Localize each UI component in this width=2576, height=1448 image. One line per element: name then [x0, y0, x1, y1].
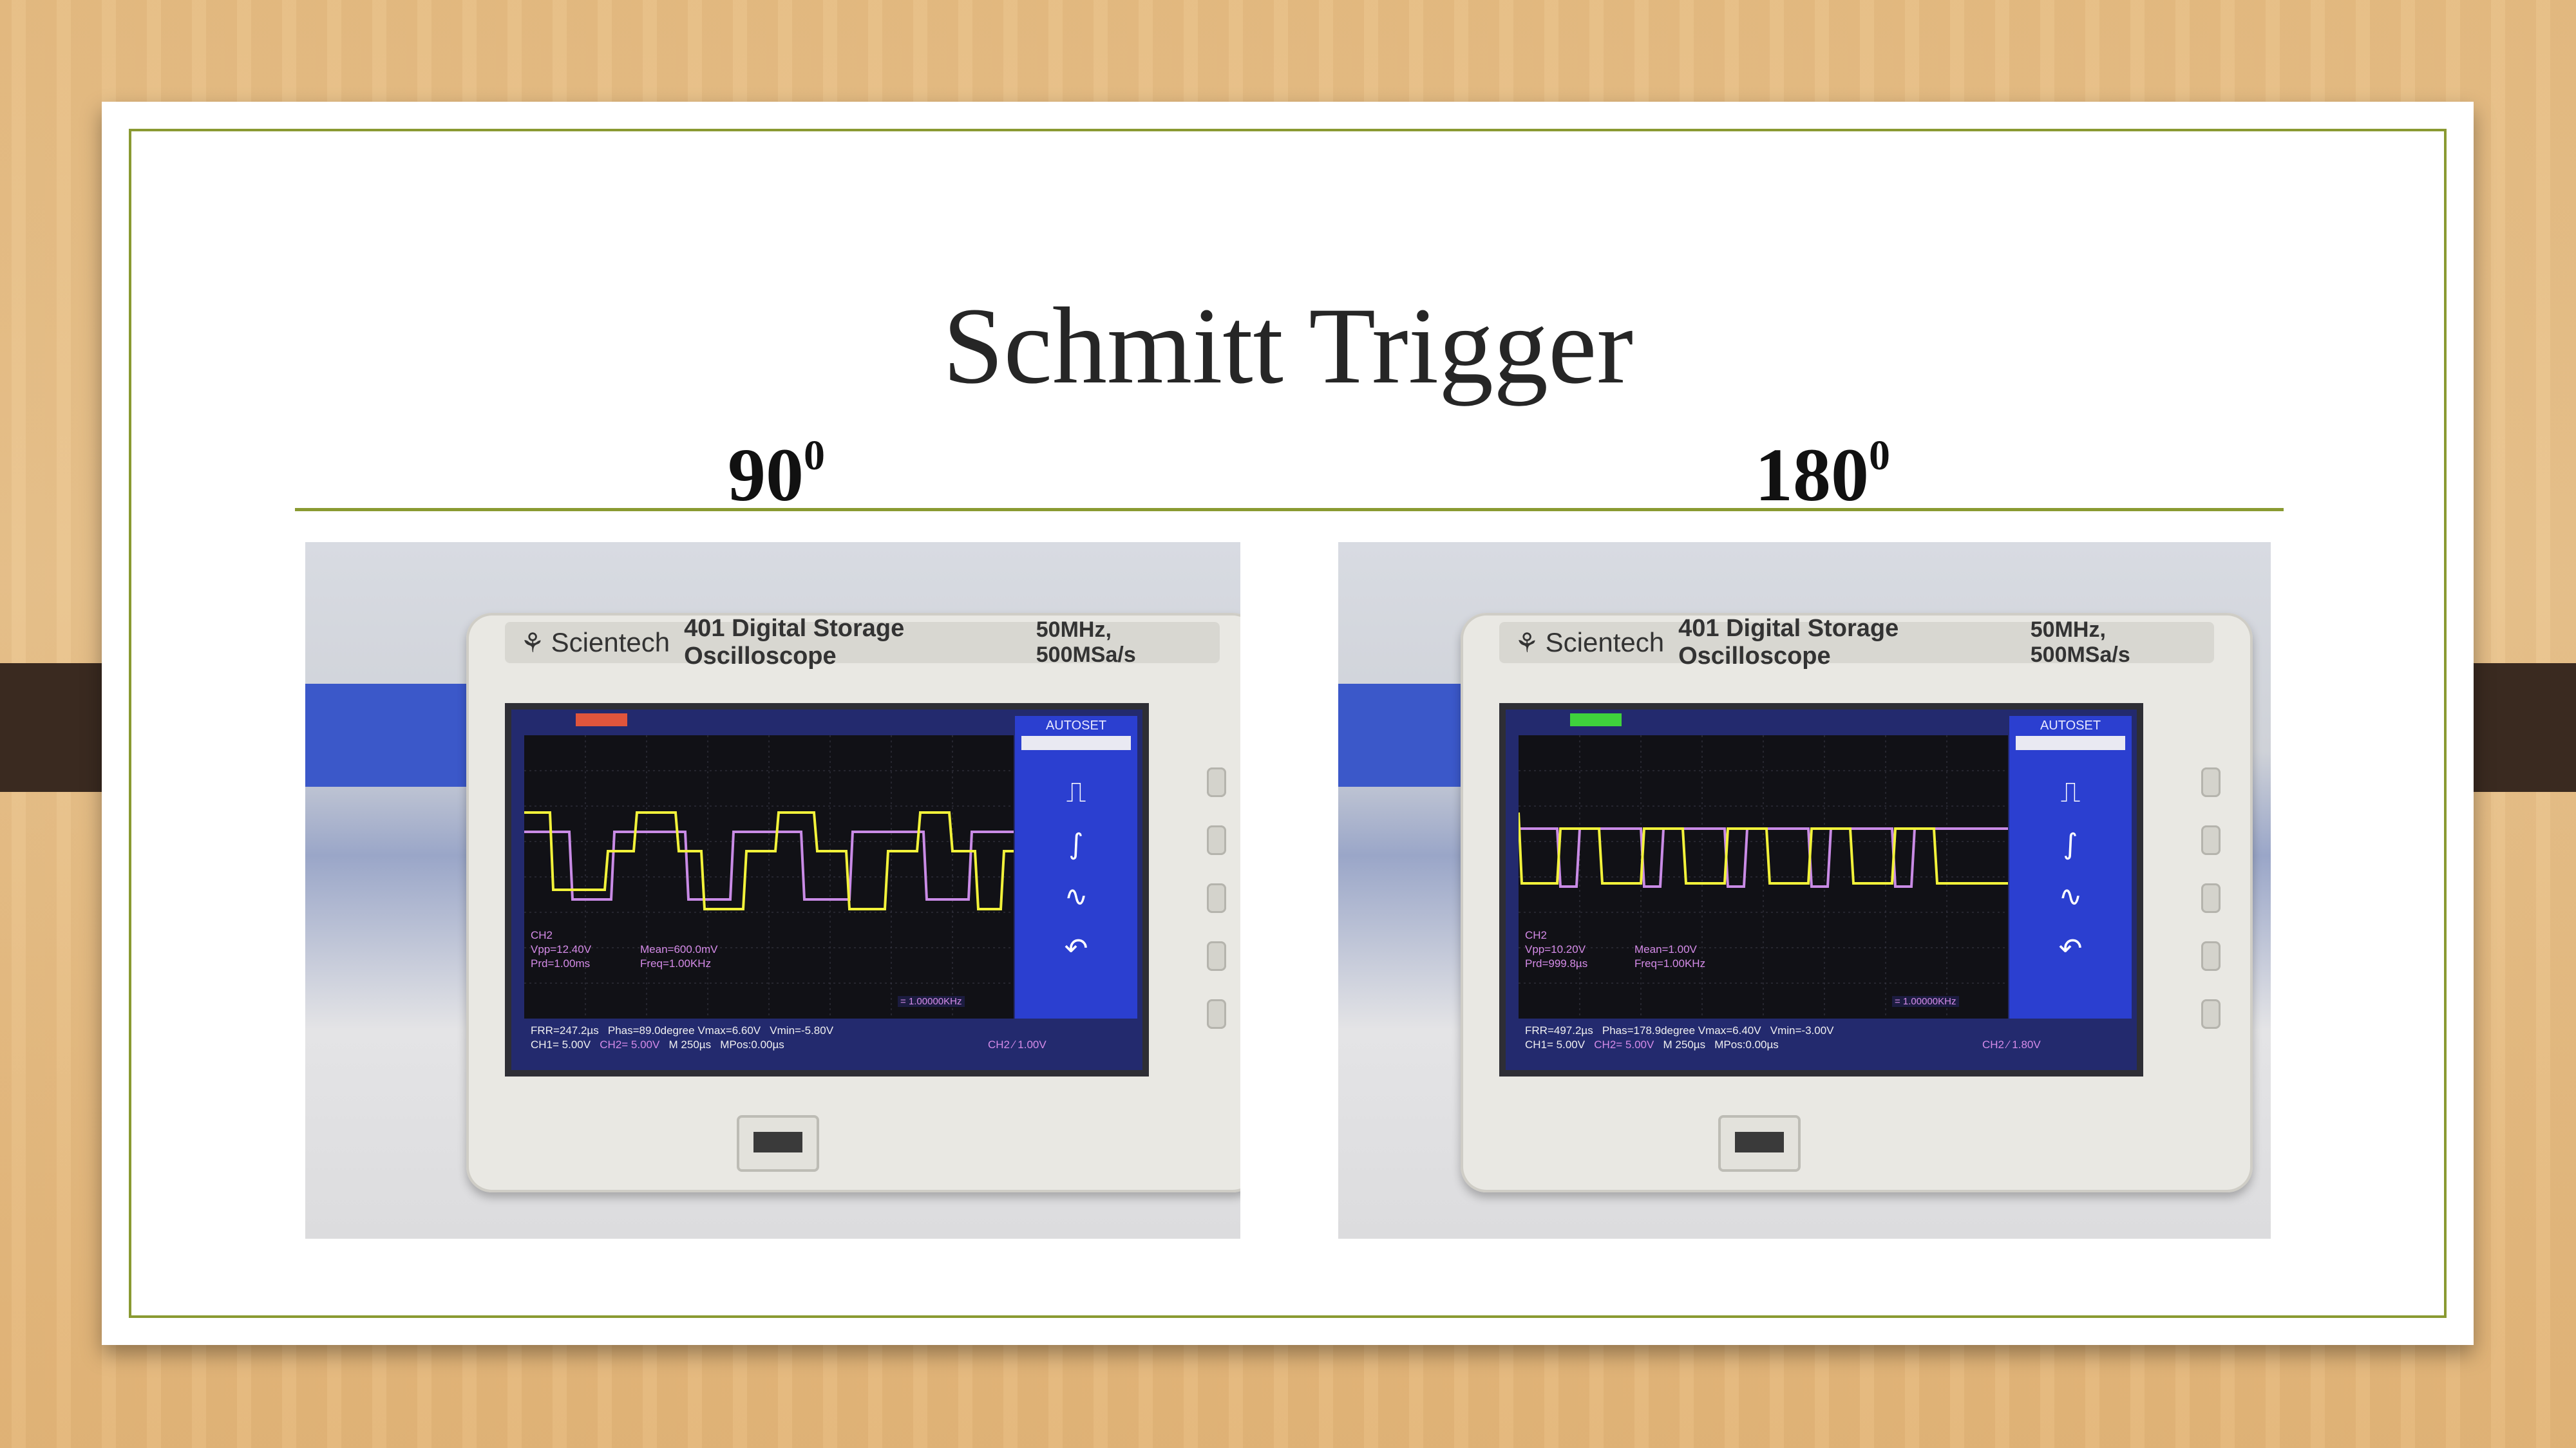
falling-edge-icon[interactable]: ∿ [1064, 880, 1088, 913]
mean-readout: Mean=600.0mV [640, 943, 718, 955]
scientech-logo-icon: ⚘ [1515, 627, 1539, 658]
purple-trace [524, 831, 1014, 901]
oscilloscope-screen: CH2 Vpp=12.40V Prd=1.00ms Mean=600.0mV F… [505, 703, 1149, 1077]
vmax-readout: Vmax=6.40V [1698, 1024, 1761, 1037]
mpos-readout: MPos:0.00µs [1714, 1039, 1779, 1051]
vpp-readout: Vpp=12.40V [531, 943, 592, 955]
model-spec: 50MHz, 500MSa/s [2030, 617, 2130, 667]
softkey-3[interactable] [1207, 883, 1226, 913]
oscilloscope-photo-90: ⚘ Scientech 401 Digital Storage Oscillos… [305, 542, 1240, 1239]
title-underline [295, 508, 2284, 511]
frr-readout: FRR=247.2µs [531, 1024, 599, 1037]
blue-bench-panel [1338, 684, 1467, 787]
softkey-5[interactable] [2201, 999, 2221, 1029]
timebase-readout: M 250µs [668, 1039, 712, 1051]
vmax-readout: Vmax=6.60V [697, 1024, 761, 1037]
blue-bench-panel [305, 684, 473, 787]
channel-label: CH2 [1525, 929, 1548, 941]
undo-icon[interactable]: ↶ [1064, 932, 1088, 965]
trigger-readout: CH2 ∕ 1.00V [988, 1039, 1046, 1051]
vmin-readout: Vmin=-3.00V [1770, 1024, 1834, 1037]
mean-readout: Mean=1.00V [1634, 943, 1697, 955]
ch2-scale: CH2= 5.00V [1594, 1039, 1654, 1051]
scientech-logo-icon: ⚘ [520, 627, 545, 658]
softkey-3[interactable] [2201, 883, 2221, 913]
menu-value-box [1021, 736, 1131, 750]
vpp-readout: Vpp=10.20V [1525, 943, 1586, 955]
waveform-plot: CH2 Vpp=10.20V Prd=999.8µs Mean=1.00V Fr… [1519, 735, 2008, 1019]
run-stop-indicator [1570, 713, 1622, 726]
yellow-trace [524, 811, 1014, 910]
oscilloscope-brand-bar: ⚘ Scientech 401 Digital Storage Oscillos… [505, 615, 1220, 670]
measurement-panel: CH2 Vpp=10.20V Prd=999.8µs [1525, 928, 1587, 971]
left-angle-value: 90 [728, 433, 804, 517]
timebase-readout: M 250µs [1663, 1039, 1706, 1051]
frr-readout: FRR=497.2µs [1525, 1024, 1593, 1037]
autoset-menu-title: AUTOSET [2040, 719, 2101, 733]
slide-frame [129, 129, 2447, 1318]
oscilloscope-brand-bar: ⚘ Scientech 401 Digital Storage Oscillos… [1499, 615, 2214, 670]
softkey-1[interactable] [2201, 767, 2221, 797]
softkey-4[interactable] [1207, 941, 1226, 971]
run-stop-indicator [576, 713, 627, 726]
ch2-scale: CH2= 5.00V [600, 1039, 660, 1051]
vmin-readout: Vmin=-5.80V [770, 1024, 834, 1037]
status-bar: FRR=497.2µs Phas=178.9degree Vmax=6.40V … [1525, 1024, 1989, 1052]
oscilloscope-photo-180: ⚘ Scientech 401 Digital Storage Oscillos… [1338, 542, 2271, 1239]
softkey-5[interactable] [1207, 999, 1226, 1029]
period-readout: Prd=999.8µs [1525, 957, 1588, 970]
softkey-2[interactable] [1207, 825, 1226, 855]
yellow-trace [1519, 812, 2008, 885]
period-readout: Prd=1.00ms [531, 957, 591, 970]
oscilloscope-body: ⚘ Scientech 401 Digital Storage Oscillos… [1461, 613, 2253, 1192]
model-name: 401 Digital Storage Oscilloscope [1678, 615, 1899, 670]
measurement-panel-right: Mean=1.00V Freq=1.00KHz [1634, 943, 1705, 971]
ch1-scale: CH1= 5.00V [531, 1039, 591, 1051]
oscilloscope-screen: CH2 Vpp=10.20V Prd=999.8µs Mean=1.00V Fr… [1499, 703, 2143, 1077]
softkey-1[interactable] [1207, 767, 1226, 797]
oscilloscope-body: ⚘ Scientech 401 Digital Storage Oscillos… [466, 613, 1240, 1192]
model-spec: 50MHz, 500MSa/s [1036, 617, 1136, 667]
autoset-menu-title: AUTOSET [1045, 719, 1107, 733]
waveform-svg [524, 735, 1014, 1019]
waveform-plot: CH2 Vpp=12.40V Prd=1.00ms Mean=600.0mV F… [524, 735, 1014, 1019]
brand-name: Scientech [551, 627, 670, 657]
undo-icon[interactable]: ↶ [2058, 932, 2083, 965]
usb-port[interactable] [1718, 1115, 1801, 1172]
status-bar: FRR=247.2µs Phas=89.0degree Vmax=6.60V V… [531, 1024, 994, 1052]
model-name: 401 Digital Storage Oscilloscope [684, 615, 905, 670]
softkey-2[interactable] [2201, 825, 2221, 855]
softkey-4[interactable] [2201, 941, 2221, 971]
right-angle-label: 1800 [1755, 431, 1890, 519]
trigger-frequency-tag: = 1.00000KHz [1892, 996, 1959, 1007]
phase-readout: Phas=178.9degree [1602, 1024, 1696, 1037]
rising-edge-icon[interactable]: ∫ [2063, 828, 2078, 861]
trigger-readout: CH2 ∕ 1.80V [1982, 1039, 2041, 1051]
brand-name: Scientech [1545, 627, 1665, 657]
freq-readout: Freq=1.00KHz [640, 957, 712, 970]
rising-edge-icon[interactable]: ∫ [1068, 828, 1084, 861]
freq-readout: Freq=1.00KHz [1634, 957, 1706, 970]
mpos-readout: MPos:0.00µs [720, 1039, 784, 1051]
ch1-scale: CH1= 5.00V [1525, 1039, 1586, 1051]
trigger-frequency-tag: = 1.00000KHz [898, 996, 965, 1007]
pulse-icon[interactable]: ⎍ [2060, 776, 2081, 809]
side-menu[interactable]: AUTOSET ⎍ ∫ ∿ ↶ [2009, 716, 2132, 1019]
channel-label: CH2 [531, 929, 553, 941]
usb-port[interactable] [737, 1115, 819, 1172]
pulse-icon[interactable]: ⎍ [1066, 776, 1086, 809]
measurement-panel: CH2 Vpp=12.40V Prd=1.00ms [531, 928, 591, 971]
left-angle-sup: 0 [804, 432, 825, 479]
right-angle-sup: 0 [1869, 432, 1890, 479]
side-menu[interactable]: AUTOSET ⎍ ∫ ∿ ↶ [1015, 716, 1137, 1019]
menu-value-box [2016, 736, 2125, 750]
right-angle-value: 180 [1755, 433, 1869, 517]
left-angle-label: 900 [728, 431, 825, 519]
waveform-svg [1519, 735, 2008, 1019]
phase-readout: Phas=89.0degree [607, 1024, 695, 1037]
slide-title: Schmitt Trigger [942, 285, 1634, 406]
falling-edge-icon[interactable]: ∿ [2058, 880, 2083, 913]
measurement-panel-right: Mean=600.0mV Freq=1.00KHz [640, 943, 718, 971]
